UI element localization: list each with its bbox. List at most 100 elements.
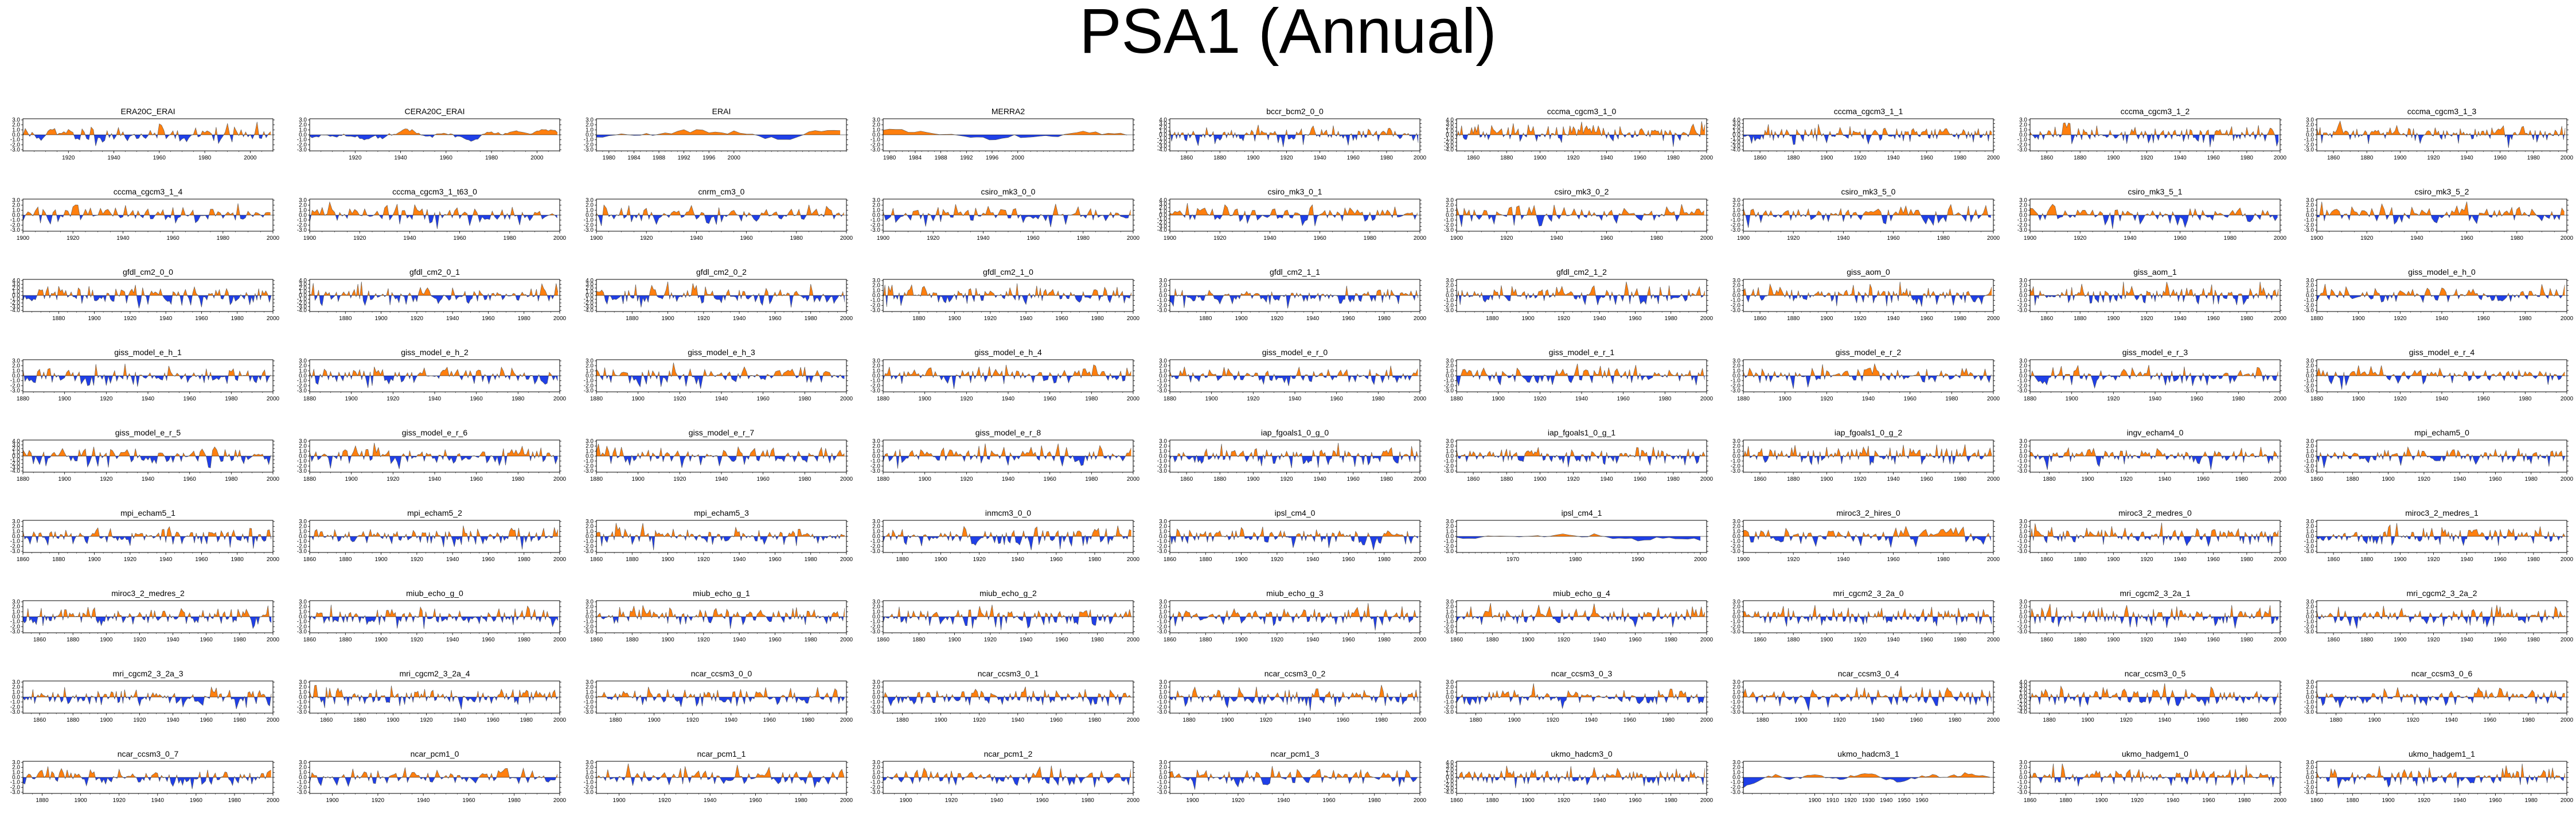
x-tick-label: 1960 [1330,396,1344,402]
x-tick-label: 1900 [1221,717,1234,723]
x-tick-label: 1940 [1575,396,1588,402]
x-tick-label: 1960 [1347,476,1360,482]
x-tick-label: 1900 [387,717,400,723]
x-tick-label: 1960 [1027,235,1040,242]
panel-gfdl_cm2_0_2: gfdl_cm2_0_24.03.02.01.00.0-1.0-2.0-3.0-… [573,267,860,347]
x-tick-label: 1900 [2107,155,2120,161]
y-tick-label: -3.0 [10,629,21,635]
x-tick-label: 1900 [1492,396,1505,402]
x-tick-label: 2000 [267,235,280,242]
x-tick-label: 2000 [1414,717,1427,723]
y-tick-label: -3.0 [2017,227,2028,233]
x-tick-label: 1880 [2024,396,2037,402]
x-tick-label: 1860 [17,556,30,563]
x-tick-label: 1920 [1558,316,1571,322]
panel-title: ipsl_cm4_1 [1562,508,1602,517]
y-tick-label: -3.0 [2304,227,2315,233]
x-tick-label: 2000 [553,235,567,242]
x-tick-label: 2000 [1987,235,2000,242]
panel-cccma_cgcm3_1_2: cccma_cgcm3_1_23.02.01.00.0-1.0-2.0-3.01… [2007,106,2294,186]
x-tick-label: 1980 [233,717,247,723]
x-tick-label: 1920 [960,396,973,402]
x-tick-label: 1860 [1754,637,1767,643]
panel-title: gfdl_cm2_1_0 [983,267,1033,277]
negative-anomaly-area [600,376,844,389]
x-tick-label: 1900 [948,637,961,643]
panel-miub_echo_g_2: miub_echo_g_23.02.01.00.0-1.0-2.0-3.0186… [860,588,1147,668]
x-tick-label: 1980 [1949,717,1962,723]
y-tick-label: -4.0 [1157,227,1168,233]
panel-title: ncar_ccsm3_0_0 [691,669,752,678]
y-tick-label: -4.0 [1731,147,1741,153]
x-tick-label: 1940 [1837,556,1850,563]
y-tick-label: -3.0 [1731,709,1741,715]
negative-anomaly-area [2030,617,2278,628]
y-tick-label: -3.0 [10,709,21,715]
x-tick-label: 1880 [1182,717,1196,723]
positive-anomaly-area [311,605,549,617]
negative-anomaly-area [2030,536,2273,546]
x-tick-label: 1880 [626,556,639,563]
x-tick-label: 1900 [632,476,645,482]
x-tick-label: 1880 [2074,556,2087,563]
panel-title: miroc3_2_medres_2 [111,589,185,598]
x-tick-label: 1880 [2360,556,2374,563]
x-tick-label: 1880 [17,476,30,482]
positive-anomaly-area [1170,125,1417,135]
x-tick-label: 2000 [1414,396,1427,402]
x-tick-label: 1980 [1375,717,1388,723]
x-tick-label: 1980 [2241,556,2254,563]
x-tick-label: 2000 [2274,556,2287,563]
positive-anomaly-area [596,523,845,536]
x-tick-label: 1920 [2360,235,2374,242]
positive-anomaly-area [1461,364,1704,376]
x-tick-label: 1980 [1091,637,1104,643]
panel-title: giss_model_e_h_4 [974,348,1042,357]
x-tick-label: 1980 [1665,316,1678,322]
x-tick-label: 1980 [1650,235,1664,242]
x-tick-label: 1860 [1180,476,1193,482]
panel-title: miub_echo_g_3 [1266,589,1324,598]
x-tick-label: 1940 [1012,556,1025,563]
x-tick-label: 1940 [142,476,155,482]
panel-title: gfdl_cm2_0_2 [696,267,747,277]
x-tick-label: 1960 [2477,316,2491,322]
x-tick-label: 1880 [1756,717,1769,723]
panel-ncar_ccsm3_0_3: ncar_ccsm3_0_33.02.01.00.0-1.0-2.0-3.018… [1434,668,1720,749]
x-tick-label: 1940 [1002,396,1015,402]
negative-anomaly-area [2317,295,2563,302]
negative-anomaly-area [1457,617,1691,628]
x-tick-label: 2000 [2274,476,2287,482]
x-tick-label: 1900 [2107,556,2120,563]
x-tick-label: 1940 [733,556,746,563]
panel-csiro_mk3_5_2: csiro_mk3_5_23.02.01.00.0-1.0-2.0-3.0190… [2294,186,2576,267]
x-tick-label: 1992 [960,155,973,161]
x-tick-label: 1900 [1450,235,1463,242]
x-tick-label: 1900 [2394,556,2407,563]
x-tick-label: 1880 [2074,155,2087,161]
x-tick-label: 1860 [33,717,46,723]
x-tick-label: 1860 [2040,556,2054,563]
x-tick-label: 1920 [2140,556,2153,563]
x-tick-label: 1940 [1298,717,1312,723]
x-tick-label: 1860 [2310,476,2324,482]
x-tick-label: 1920 [1533,396,1547,402]
negative-anomaly-area [883,376,1126,389]
x-tick-label: 1940 [2460,556,2473,563]
y-tick-label: -3.0 [871,629,881,635]
x-tick-label: 2000 [2274,717,2287,723]
panel-title: cccma_cgcm3_1_4 [114,187,183,196]
x-tick-label: 1940 [1872,717,1885,723]
x-tick-label: 1880 [1500,155,1513,161]
panel-gfdl_cm2_1_0: gfdl_cm2_1_03.02.01.00.0-1.0-2.0-3.01880… [860,267,1147,347]
x-tick-label: 1960 [1050,556,1063,563]
panel-mri_cgcm2_3_2a_3: mri_cgcm2_3_2a_33.02.01.00.0-1.0-2.0-3.0… [0,668,287,749]
y-tick-label: -3.0 [1444,629,1454,635]
x-tick-label: 1960 [768,637,782,643]
x-tick-label: 1900 [1521,316,1535,322]
panel-title: iap_fgoals1_0_g_0 [1261,428,1329,437]
x-tick-label: 1960 [763,717,776,723]
x-tick-label: 1920 [973,556,986,563]
